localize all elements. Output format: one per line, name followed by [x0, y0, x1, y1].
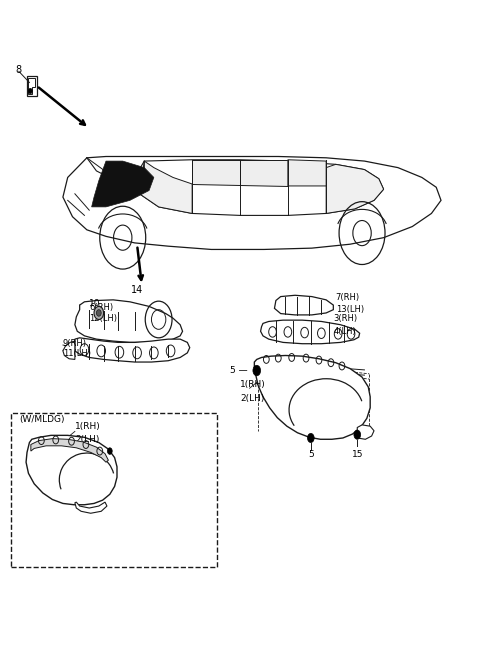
Circle shape — [94, 306, 104, 319]
Circle shape — [28, 89, 32, 94]
Polygon shape — [75, 338, 190, 362]
Text: 10: 10 — [89, 298, 101, 308]
Circle shape — [253, 365, 261, 376]
Polygon shape — [275, 295, 333, 315]
Polygon shape — [63, 157, 441, 249]
Text: 2(LH): 2(LH) — [240, 394, 264, 403]
Circle shape — [308, 434, 314, 443]
Text: 7(RH): 7(RH) — [336, 293, 360, 302]
Circle shape — [96, 310, 101, 316]
Text: 2(LH): 2(LH) — [75, 436, 99, 444]
Polygon shape — [140, 161, 192, 213]
Text: 5: 5 — [308, 451, 314, 459]
Polygon shape — [240, 160, 288, 186]
Polygon shape — [192, 160, 240, 185]
Text: 3(RH): 3(RH) — [333, 314, 358, 323]
Circle shape — [354, 430, 360, 440]
Polygon shape — [75, 300, 182, 342]
Polygon shape — [31, 439, 108, 462]
Polygon shape — [92, 161, 154, 207]
Polygon shape — [135, 160, 384, 215]
Text: 12(LH): 12(LH) — [89, 314, 117, 323]
Text: 6(RH): 6(RH) — [89, 303, 113, 312]
Text: (W/MLDG): (W/MLDG) — [19, 415, 64, 424]
Text: 8: 8 — [16, 65, 22, 75]
Polygon shape — [63, 341, 75, 359]
Polygon shape — [26, 436, 117, 504]
Text: 15: 15 — [351, 451, 363, 459]
Polygon shape — [288, 160, 326, 186]
Polygon shape — [326, 165, 384, 213]
Polygon shape — [254, 356, 370, 440]
Text: 13(LH): 13(LH) — [336, 304, 364, 314]
Text: 1(RH): 1(RH) — [75, 422, 101, 431]
Text: 4(LH): 4(LH) — [333, 327, 356, 336]
Text: 9(RH): 9(RH) — [63, 338, 87, 348]
Text: 11(LH): 11(LH) — [63, 349, 91, 358]
Text: 5 —: 5 — — [229, 366, 247, 375]
Polygon shape — [357, 425, 374, 440]
Polygon shape — [75, 502, 107, 513]
Polygon shape — [261, 320, 360, 344]
Text: 1(RH): 1(RH) — [240, 380, 266, 389]
Text: 14: 14 — [131, 285, 143, 295]
Circle shape — [108, 448, 112, 455]
